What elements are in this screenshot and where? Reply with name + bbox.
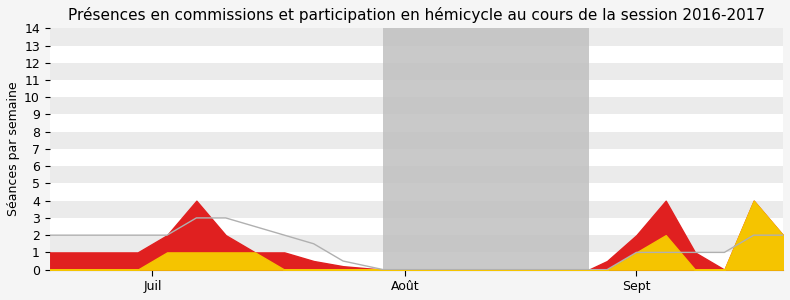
Bar — [50, 183, 783, 201]
Bar — [50, 149, 783, 166]
Bar — [383, 28, 589, 270]
Title: Présences en commissions et participation en hémicycle au cours de la session 20: Présences en commissions et participatio… — [68, 7, 765, 23]
Bar — [50, 28, 783, 46]
Bar — [50, 63, 783, 80]
Bar — [50, 80, 783, 97]
Bar — [50, 218, 783, 235]
Bar — [50, 115, 783, 132]
Bar — [50, 252, 783, 270]
Bar — [50, 132, 783, 149]
Bar — [50, 235, 783, 252]
Y-axis label: Séances par semaine: Séances par semaine — [7, 82, 20, 216]
Bar — [50, 97, 783, 115]
Bar — [50, 201, 783, 218]
Bar — [50, 46, 783, 63]
Bar — [50, 166, 783, 183]
